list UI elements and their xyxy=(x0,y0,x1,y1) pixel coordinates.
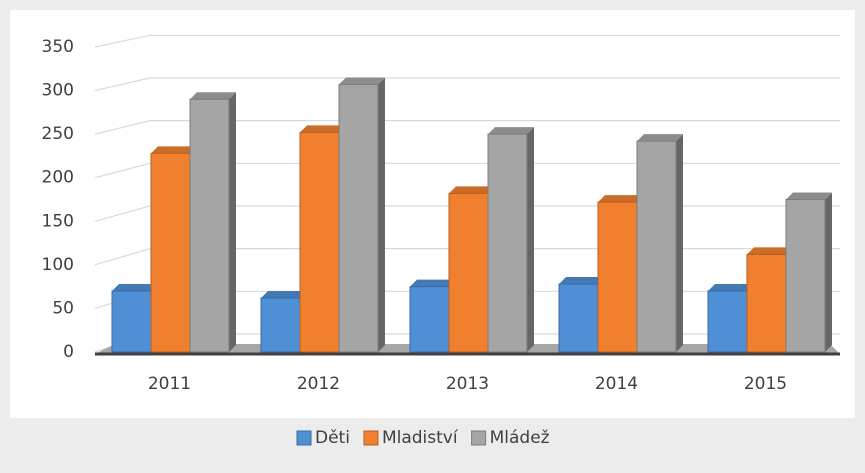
bar-top xyxy=(190,92,236,100)
grid-line xyxy=(94,34,151,48)
bar xyxy=(150,152,191,353)
bar xyxy=(260,297,301,353)
x-tick-label: 2014 xyxy=(595,374,638,394)
legend-label: Mládež xyxy=(490,428,550,448)
bar-top xyxy=(637,134,683,142)
grid-line xyxy=(94,120,151,135)
bar-top xyxy=(559,277,605,285)
grid-line xyxy=(94,205,151,222)
legend: Děti Mladiství Mládež xyxy=(296,428,550,448)
legend-label: Mladiství xyxy=(382,428,459,448)
plot-background xyxy=(10,10,855,418)
grid-line xyxy=(94,162,151,179)
grid-line xyxy=(94,77,151,92)
y-tick-label: 200 xyxy=(42,168,74,188)
x-tick-label: 2012 xyxy=(297,374,340,394)
bar xyxy=(785,199,826,353)
bar-top xyxy=(598,195,644,203)
bar-top xyxy=(747,247,793,255)
bar xyxy=(299,131,340,353)
bar-top xyxy=(112,284,158,291)
bar xyxy=(409,286,450,353)
legend-swatch xyxy=(471,430,487,446)
bar xyxy=(597,201,638,353)
bar xyxy=(707,290,748,353)
bar xyxy=(487,133,528,353)
x-tick-label: 2013 xyxy=(446,374,489,394)
bar xyxy=(189,98,230,353)
x-tick-label: 2015 xyxy=(744,374,787,394)
bar-side xyxy=(527,127,534,353)
grid-line xyxy=(94,248,151,266)
bar-top xyxy=(488,127,534,135)
bar-top xyxy=(300,125,346,133)
y-tick-label: 300 xyxy=(42,81,74,101)
bar-side xyxy=(229,92,236,353)
bar-top xyxy=(786,192,832,200)
y-tick-label: 0 xyxy=(63,342,74,362)
bar xyxy=(636,140,677,353)
bar-side xyxy=(676,134,683,352)
bar-top xyxy=(708,284,754,291)
bar-side xyxy=(825,192,832,352)
bar xyxy=(746,253,787,353)
bar-top xyxy=(410,279,456,287)
y-tick-label: 50 xyxy=(52,298,74,318)
y-tick-label: 150 xyxy=(42,211,74,231)
bar xyxy=(448,192,489,353)
y-tick-label: 250 xyxy=(42,124,74,144)
legend-swatch xyxy=(296,430,312,446)
x-tick-label: 2011 xyxy=(148,374,191,394)
bar-top xyxy=(339,77,385,85)
bar xyxy=(558,283,599,353)
bar xyxy=(111,290,152,353)
legend-swatch xyxy=(363,430,379,446)
y-tick-label: 100 xyxy=(42,255,74,275)
bar-top xyxy=(261,290,307,298)
bar-side xyxy=(378,77,385,352)
bar xyxy=(338,83,379,353)
y-tick-label: 350 xyxy=(42,37,74,57)
bar-top xyxy=(449,186,495,194)
legend-label: Děti xyxy=(315,428,350,448)
bar-top xyxy=(151,146,197,154)
